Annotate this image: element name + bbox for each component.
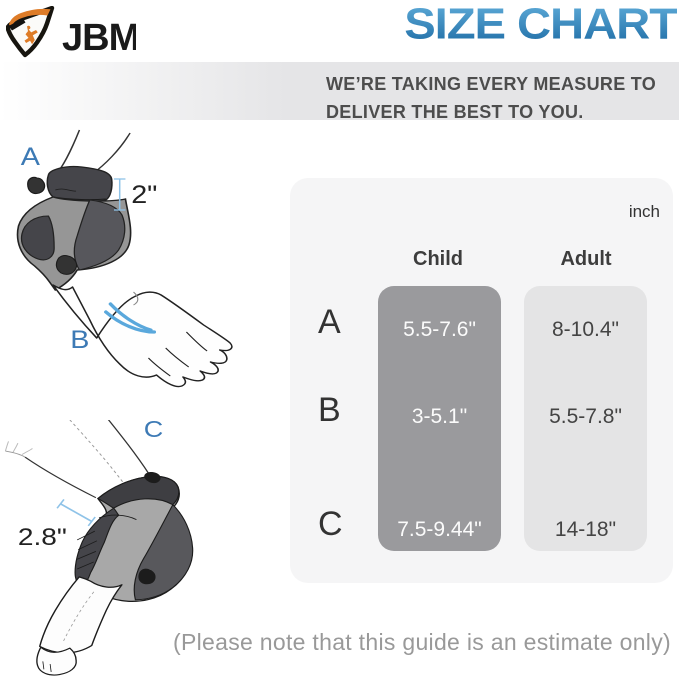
svg-text:B: B (70, 326, 89, 354)
svg-text:A: A (21, 143, 40, 171)
svg-text:2": 2" (131, 181, 157, 209)
svg-text:C: C (144, 420, 164, 442)
svg-text:2.8": 2.8" (18, 523, 67, 550)
